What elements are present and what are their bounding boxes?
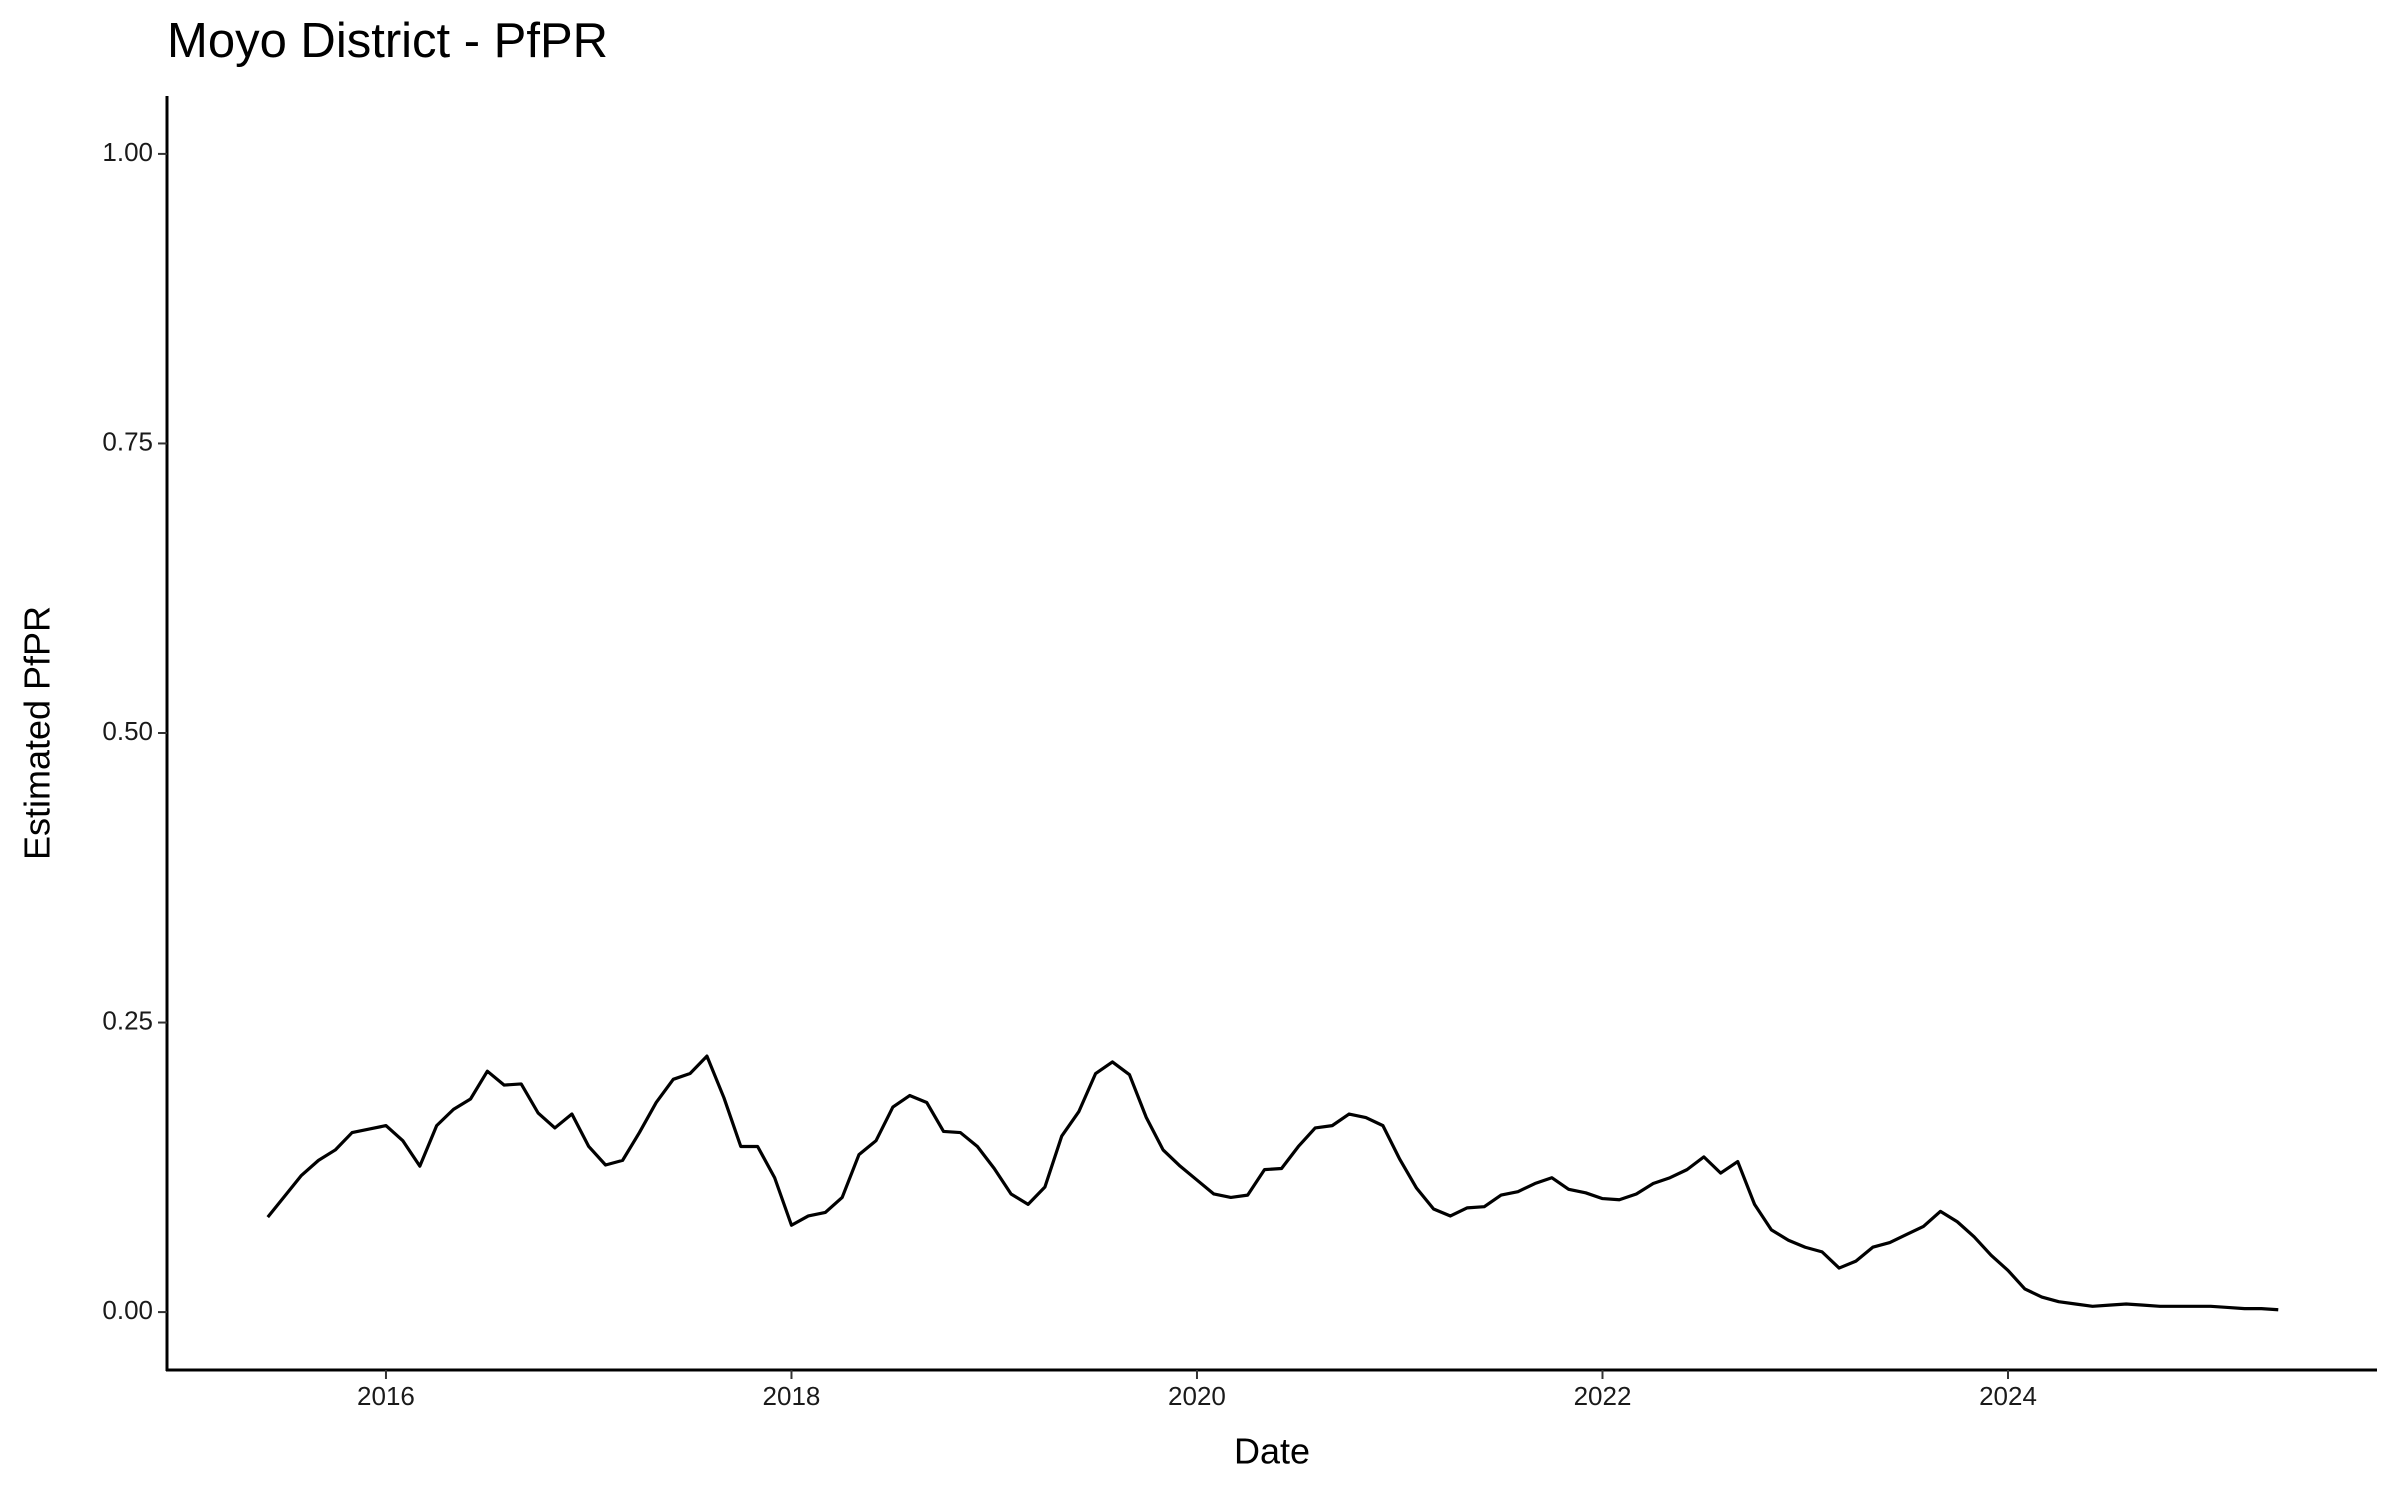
chart-title: Moyo District - PfPR: [167, 14, 608, 68]
x-tick-label: 2022: [1574, 1381, 1632, 1411]
y-axis-title: Estimated PfPR: [17, 606, 58, 860]
y-tick-label: 1.00: [102, 137, 153, 167]
x-tick-label: 2018: [763, 1381, 821, 1411]
data-line: [266, 1054, 2279, 1312]
y-tick-label: 0.00: [102, 1295, 153, 1325]
x-tick-label: 2020: [1168, 1381, 1226, 1411]
y-tick-label: 0.75: [102, 426, 153, 456]
y-tick-label: 0.25: [102, 1005, 153, 1035]
x-tick-label: 2024: [1979, 1381, 2037, 1411]
x-tick-label: 2016: [357, 1381, 415, 1411]
y-tick-label: 0.50: [102, 716, 153, 746]
x-axis-title: Date: [1234, 1431, 1310, 1472]
